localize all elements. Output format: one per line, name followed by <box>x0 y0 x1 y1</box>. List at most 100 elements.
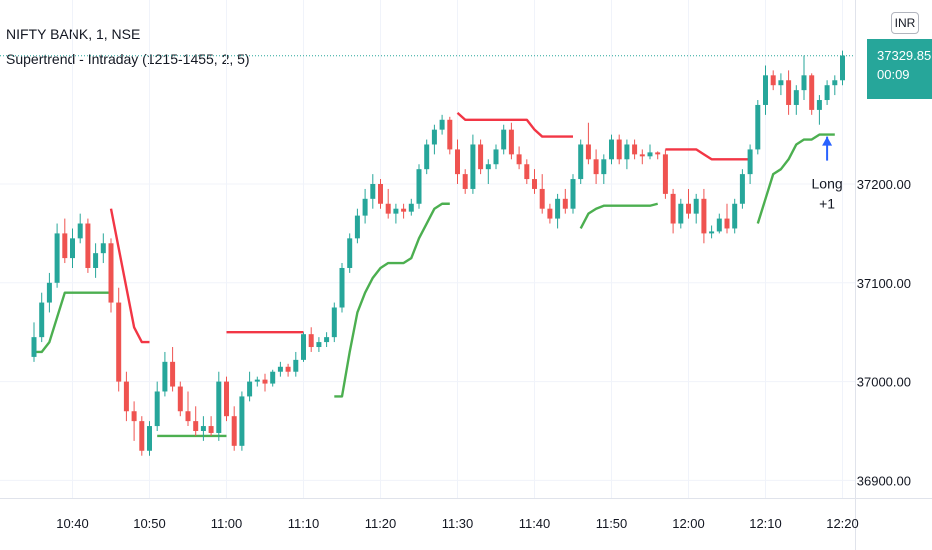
candle-body <box>547 208 553 219</box>
candle <box>262 373 268 392</box>
candle-body <box>200 426 206 431</box>
candle-body <box>339 267 345 308</box>
candle <box>231 406 237 451</box>
y-tick-label: 37000.00 <box>857 375 911 390</box>
candle <box>216 371 222 441</box>
candle <box>316 337 322 352</box>
candle-body <box>408 203 414 212</box>
candle <box>131 401 137 441</box>
candle-body <box>678 203 684 224</box>
candle-body <box>539 188 545 209</box>
candle-body <box>447 119 453 150</box>
candle <box>154 381 160 431</box>
candle-body <box>555 198 561 219</box>
candle <box>570 174 576 214</box>
candle <box>347 233 353 273</box>
candle-body <box>832 80 838 86</box>
candle-body <box>231 416 237 446</box>
candle <box>832 75 838 96</box>
candle-body <box>123 381 129 412</box>
candle <box>539 174 545 214</box>
candle-body <box>485 164 491 170</box>
candle-body <box>585 144 591 160</box>
candle-body <box>208 426 214 433</box>
candle-body <box>170 361 176 387</box>
candle <box>370 174 376 209</box>
candle <box>401 203 407 219</box>
candle-body <box>378 184 383 204</box>
candle <box>162 351 168 397</box>
candle <box>478 139 484 175</box>
candle <box>301 332 306 362</box>
candle-body <box>809 75 815 110</box>
candle-body <box>439 119 445 130</box>
candle-body <box>763 75 768 105</box>
candle-body <box>147 426 152 451</box>
candle-body <box>262 379 268 384</box>
candle-body <box>154 391 160 427</box>
candle <box>54 223 60 288</box>
candle-body <box>670 193 676 224</box>
candle-body <box>647 152 653 157</box>
candle <box>770 70 776 91</box>
candle-body <box>277 366 283 372</box>
candle <box>447 116 453 155</box>
x-tick-label: 10:50 <box>133 516 166 531</box>
candle-body <box>632 144 638 155</box>
candle <box>755 100 761 155</box>
long-signal-arrow-icon <box>822 136 833 146</box>
candle-body <box>431 129 437 145</box>
candle-body <box>716 218 722 232</box>
candle <box>224 376 229 422</box>
candle <box>431 124 437 155</box>
candle <box>716 213 722 234</box>
candle <box>31 322 37 362</box>
candle <box>185 391 191 427</box>
candle-body <box>724 218 730 229</box>
candle <box>424 139 430 175</box>
chart-symbol-title[interactable]: NIFTY BANK, 1, NSE <box>6 26 141 42</box>
candle <box>100 233 106 264</box>
candle <box>501 124 507 155</box>
long-signal-sublabel: +1 <box>819 196 835 212</box>
currency-button[interactable]: INR <box>891 12 919 34</box>
candle-body <box>308 334 314 348</box>
x-tick-label: 11:50 <box>596 516 628 531</box>
candle-body <box>77 223 83 239</box>
x-tick-label: 11:10 <box>288 516 320 531</box>
candle <box>339 263 345 313</box>
candle-body <box>516 154 522 165</box>
candle <box>470 134 476 194</box>
candle <box>70 228 75 268</box>
candle-body <box>62 233 68 259</box>
candle <box>547 203 553 224</box>
candle <box>747 144 753 184</box>
supertrend-down-line <box>456 111 573 138</box>
candle <box>439 114 445 135</box>
supertrend-up-line <box>34 291 111 354</box>
candle-body <box>216 381 222 433</box>
candle <box>624 139 630 170</box>
candle-body <box>570 179 576 209</box>
candle-body <box>709 231 715 234</box>
candle-body <box>139 421 145 451</box>
candle-body <box>655 152 661 155</box>
candle-body <box>524 164 530 180</box>
y-tick-label: 37200.00 <box>857 177 911 192</box>
candle <box>763 65 768 115</box>
candle <box>354 208 360 244</box>
candle <box>277 361 283 377</box>
candle-body <box>693 198 699 214</box>
indicator-title[interactable]: Supertrend - Intraday (1215-1455, 2, 5) <box>6 51 250 67</box>
x-tick-label: 12:00 <box>672 516 705 531</box>
candle-body <box>331 307 337 338</box>
candle <box>93 243 99 278</box>
supertrend-down-line <box>665 148 751 161</box>
supertrend-up-line <box>334 202 450 398</box>
candle-body <box>470 144 476 189</box>
candle <box>308 327 314 352</box>
candle-body <box>162 361 168 392</box>
candle <box>493 144 499 170</box>
candle <box>193 406 199 436</box>
